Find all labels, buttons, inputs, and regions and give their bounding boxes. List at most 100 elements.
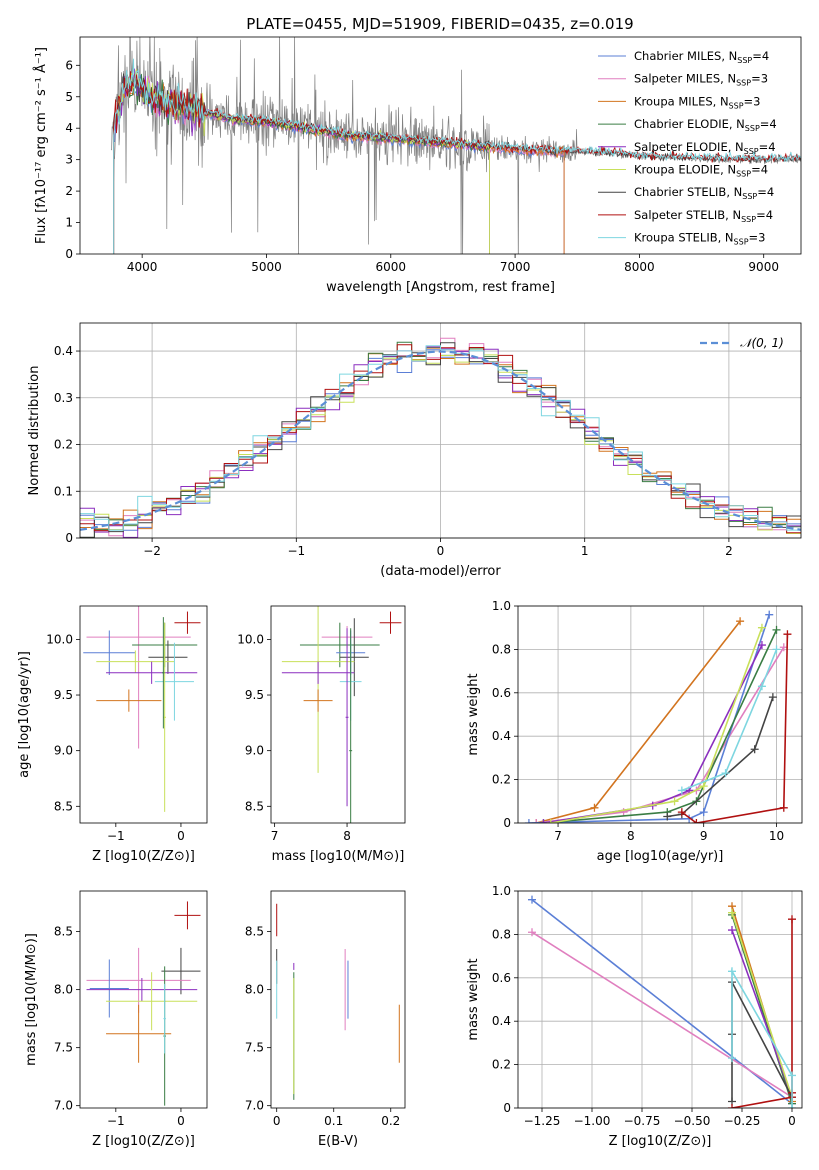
y-axis-label: Flux [fλ10⁻¹⁷ erg cm⁻² s⁻¹ Å⁻¹] <box>33 47 49 244</box>
legend-entry: 𝒩(0, 1) <box>740 336 784 350</box>
y-tick-label: 0.2 <box>492 1058 511 1072</box>
y-axis-label: mass weight <box>466 673 481 755</box>
massweight-marker <box>528 928 536 937</box>
massweight-marker <box>721 769 730 778</box>
x-tick-label: 10 <box>769 829 784 843</box>
x-tick-label: 9 <box>700 829 708 843</box>
x-tick-label: 0 <box>788 1114 796 1128</box>
y-axis-label: mass [log10(M/M⊙)] <box>24 933 39 1066</box>
y-tick-label: 8.5 <box>245 799 264 813</box>
y-tick-label: 0.1 <box>54 484 73 498</box>
mass-vs-metallicity-panel: −1 0 7.0 7.5 8.0 8.5 Z [log10(Z/Z⊙)] mass [log1… <box>24 890 208 1149</box>
x-tick-label: 5000 <box>251 260 282 274</box>
massweight-line <box>531 931 793 1098</box>
y-tick-label: 9.0 <box>54 744 73 758</box>
plot-area <box>86 901 201 1106</box>
y-tick-label: 3 <box>65 153 73 167</box>
y-tick-label: 8.0 <box>245 983 264 997</box>
x-tick-label: −1 <box>287 544 305 558</box>
y-tick-label: 0.3 <box>54 391 73 405</box>
y-tick-label: 10.0 <box>46 632 73 646</box>
massweight-marker <box>728 967 736 976</box>
y-tick-label: 0.4 <box>54 344 73 358</box>
figure-title: PLATE=0455, MJD=51909, FIBERID=0435, z=0… <box>246 15 633 33</box>
y-tick-label: 7.5 <box>54 1041 73 1055</box>
y-axis-label: mass weight <box>466 958 481 1040</box>
y-tick-label: 1.0 <box>492 599 511 613</box>
massweight-marker <box>590 803 599 812</box>
x-tick-label: 8 <box>627 829 635 843</box>
massweight-marker <box>670 797 679 806</box>
x-tick-label: −1 <box>107 1114 125 1128</box>
massweight-marker <box>768 693 777 702</box>
y-tick-label: 9.0 <box>245 744 264 758</box>
massweight-marker <box>757 641 766 650</box>
x-tick-label: 0.2 <box>381 1114 400 1128</box>
axes-frame <box>79 890 208 1109</box>
y-tick-label: 7.5 <box>245 1041 264 1055</box>
massweight-marker <box>779 803 788 812</box>
y-tick-label: 0.6 <box>492 971 511 985</box>
model-spectrum-line <box>113 58 801 254</box>
massweight-marker <box>750 745 759 754</box>
y-tick-label: 2 <box>65 184 73 198</box>
massweight-marker <box>699 808 708 817</box>
massweight-line <box>528 614 770 823</box>
plot-area <box>528 895 796 1108</box>
y-tick-label: 1.0 <box>492 884 511 898</box>
x-tick-label: −1.25 <box>524 1114 561 1128</box>
y-tick-label: 9.5 <box>245 688 264 702</box>
x-tick-label: 8000 <box>624 260 655 274</box>
massweight-marker <box>728 1104 736 1108</box>
y-tick-label: 7.0 <box>54 1099 73 1113</box>
x-tick-label: 7 <box>271 829 279 843</box>
spectrum-legend: Chabrier MILES, NSSP=4 Salpeter MILES, NS… <box>598 49 777 247</box>
massweight-marker <box>528 895 536 904</box>
x-axis-label: age [log10(age/yr)] <box>597 849 724 864</box>
normal-distribution-curve <box>80 350 801 531</box>
x-tick-label: 0 <box>177 1114 185 1128</box>
x-axis-label: (data-model)/error <box>380 564 501 579</box>
age-vs-metallicity-panel: −1 0 8.5 9.0 9.5 10.0 Z [log10(Z/Z⊙)] age [log1… <box>17 605 208 864</box>
x-tick-label: −0.50 <box>674 1114 711 1128</box>
legend-entry: Salpeter STELIB, NSSP=4 <box>634 208 773 224</box>
massweight-marker <box>728 908 736 917</box>
axes-frame <box>79 605 208 824</box>
x-tick-label: 0.1 <box>324 1114 343 1128</box>
y-tick-label: 0.8 <box>492 927 511 941</box>
x-tick-label: 0 <box>273 1114 281 1128</box>
massweight-marker <box>539 819 548 823</box>
y-tick-label: 0.4 <box>492 1014 511 1028</box>
x-axis-label: mass [log10(M/M⊙)] <box>272 849 405 864</box>
massweight-line <box>667 696 774 818</box>
legend-entry: Chabrier MILES, NSSP=4 <box>634 49 769 65</box>
y-tick-label: 0 <box>65 247 73 261</box>
massweight-line <box>731 912 793 1098</box>
massweight-line <box>681 649 778 792</box>
x-axis-label: Z [log10(Z/Z⊙)] <box>92 849 195 864</box>
axes-frame <box>270 890 406 1109</box>
x-tick-label: 0 <box>437 544 445 558</box>
massweight-marker <box>772 625 781 634</box>
y-tick-label: 0 <box>503 1101 511 1115</box>
massweight-marker <box>532 819 541 823</box>
massweight-marker <box>736 617 745 626</box>
x-tick-label: −0.25 <box>724 1114 761 1128</box>
mass-vs-ebv-panel: 0 0.1 0.2 7.0 7.5 8.0 8.5 E(B-V) <box>245 890 406 1149</box>
legend-entry: Chabrier STELIB, NSSP=4 <box>634 185 774 201</box>
massweight-vs-age-panel: 7 8 9 10 0 0.2 0.4 0.6 0.8 1.0 age [log10(age/yr)]… <box>466 599 803 864</box>
x-tick-label: 7000 <box>500 260 531 274</box>
x-tick-label: 0 <box>177 829 185 843</box>
y-tick-label: 8.5 <box>54 925 73 939</box>
y-tick-label: 6 <box>65 58 73 72</box>
x-axis-label: Z [log10(Z/Z⊙)] <box>609 1134 712 1149</box>
y-tick-label: 7.0 <box>245 1099 264 1113</box>
massweight-marker <box>788 1104 796 1108</box>
y-tick-label: 8.0 <box>54 983 73 997</box>
massweight-line <box>731 981 793 1102</box>
axes-frame <box>270 605 406 824</box>
y-tick-label: 0.8 <box>492 642 511 656</box>
x-tick-label: −1.00 <box>574 1114 611 1128</box>
massweight-marker <box>692 819 701 823</box>
massweight-line <box>731 929 793 1098</box>
